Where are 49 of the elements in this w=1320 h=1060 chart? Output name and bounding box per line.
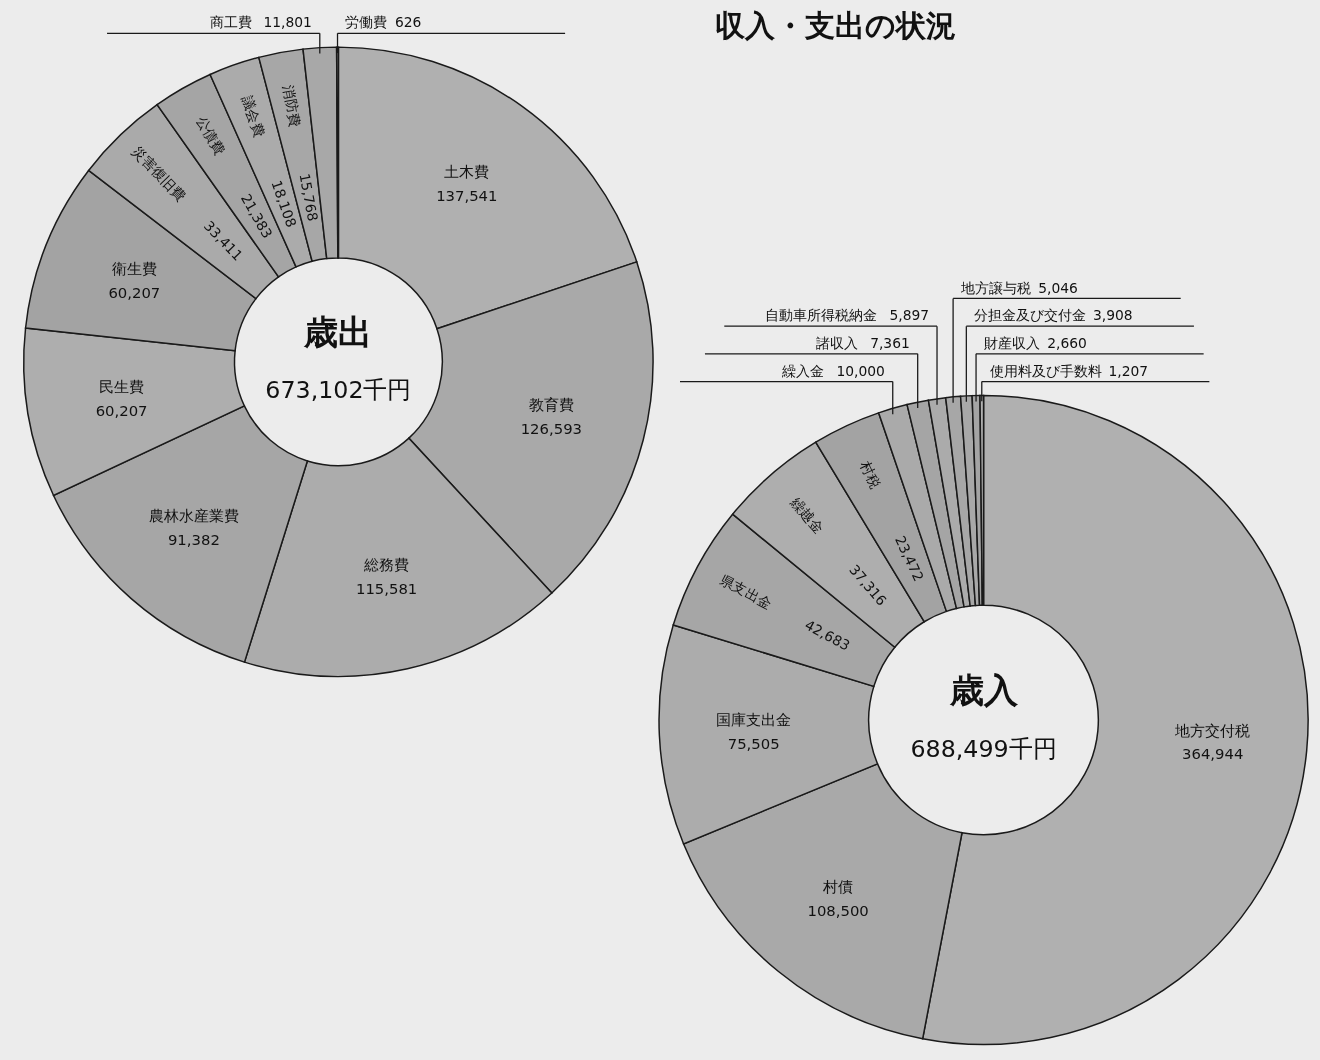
slice-label: 農林水産業費 (148, 507, 239, 525)
data-label: 11,801 (263, 14, 312, 31)
data-label: 3,908 (1092, 307, 1133, 324)
slice-label: 教育費 (528, 396, 574, 414)
slice-label: 消防費 (280, 84, 304, 129)
slice-label: 繰越金 (787, 493, 828, 537)
text: 673,102千円 (265, 376, 412, 405)
slice-label: 土木費 (444, 163, 490, 181)
data-label: 91,382 (167, 531, 220, 549)
slice-label: 総務費 (363, 556, 410, 574)
text: 歳出 (303, 312, 373, 352)
text: 688,499千円 (910, 734, 1057, 763)
slice-label: 村税 (856, 457, 884, 491)
slice-label: 公債費 (193, 113, 229, 158)
slice-label: 地方交付税 (1174, 721, 1251, 739)
data-label: 2,660 (1047, 334, 1087, 351)
data-label: 5,046 (1038, 279, 1078, 296)
data-label: 126,593 (520, 420, 582, 438)
slice-label: 財産収入 (983, 334, 1040, 351)
slice-label: 災害復旧費 (129, 142, 190, 205)
data-label: 15,768 (296, 172, 322, 223)
data-label: 10,000 (836, 362, 885, 379)
slice-label: 分担金及び交付金 (974, 307, 1087, 324)
data-label: 1,207 (1108, 362, 1149, 379)
slice-label: 国庫支出金 (716, 710, 792, 728)
slice-label: 労働費 (345, 14, 388, 31)
data-label: 108,500 (807, 902, 869, 920)
slice-label: 地方譲与税 (960, 279, 1032, 296)
data-label: 115,581 (355, 580, 418, 598)
slice-label: 繰入金 (781, 362, 825, 379)
data-label: 60,207 (95, 401, 148, 419)
slice-label: 諸収入 (815, 334, 858, 351)
text: 歳入 (948, 671, 1019, 711)
text: 収入・支出の状況 (714, 8, 956, 44)
slice-label: 衛生費 (111, 260, 157, 278)
slice-label: 民生費 (99, 378, 145, 396)
slice-label: 議会費 (238, 93, 268, 139)
data-label: 60,207 (108, 283, 161, 301)
data-label: 626 (394, 14, 422, 31)
data-label: 75,505 (727, 734, 780, 752)
slice-label: 商工費 (209, 14, 252, 31)
slice-label: 使用料及び手数料 (989, 362, 1102, 379)
data-label: 137,541 (436, 187, 498, 205)
data-label: 364,944 (1182, 745, 1244, 763)
data-label: 7,361 (870, 334, 910, 351)
slice-label: 自動車所得税納金 (765, 307, 878, 324)
slice-label: 村債 (822, 878, 854, 896)
slice-label: 県支出金 (717, 571, 775, 612)
data-label: 5,897 (889, 307, 930, 324)
